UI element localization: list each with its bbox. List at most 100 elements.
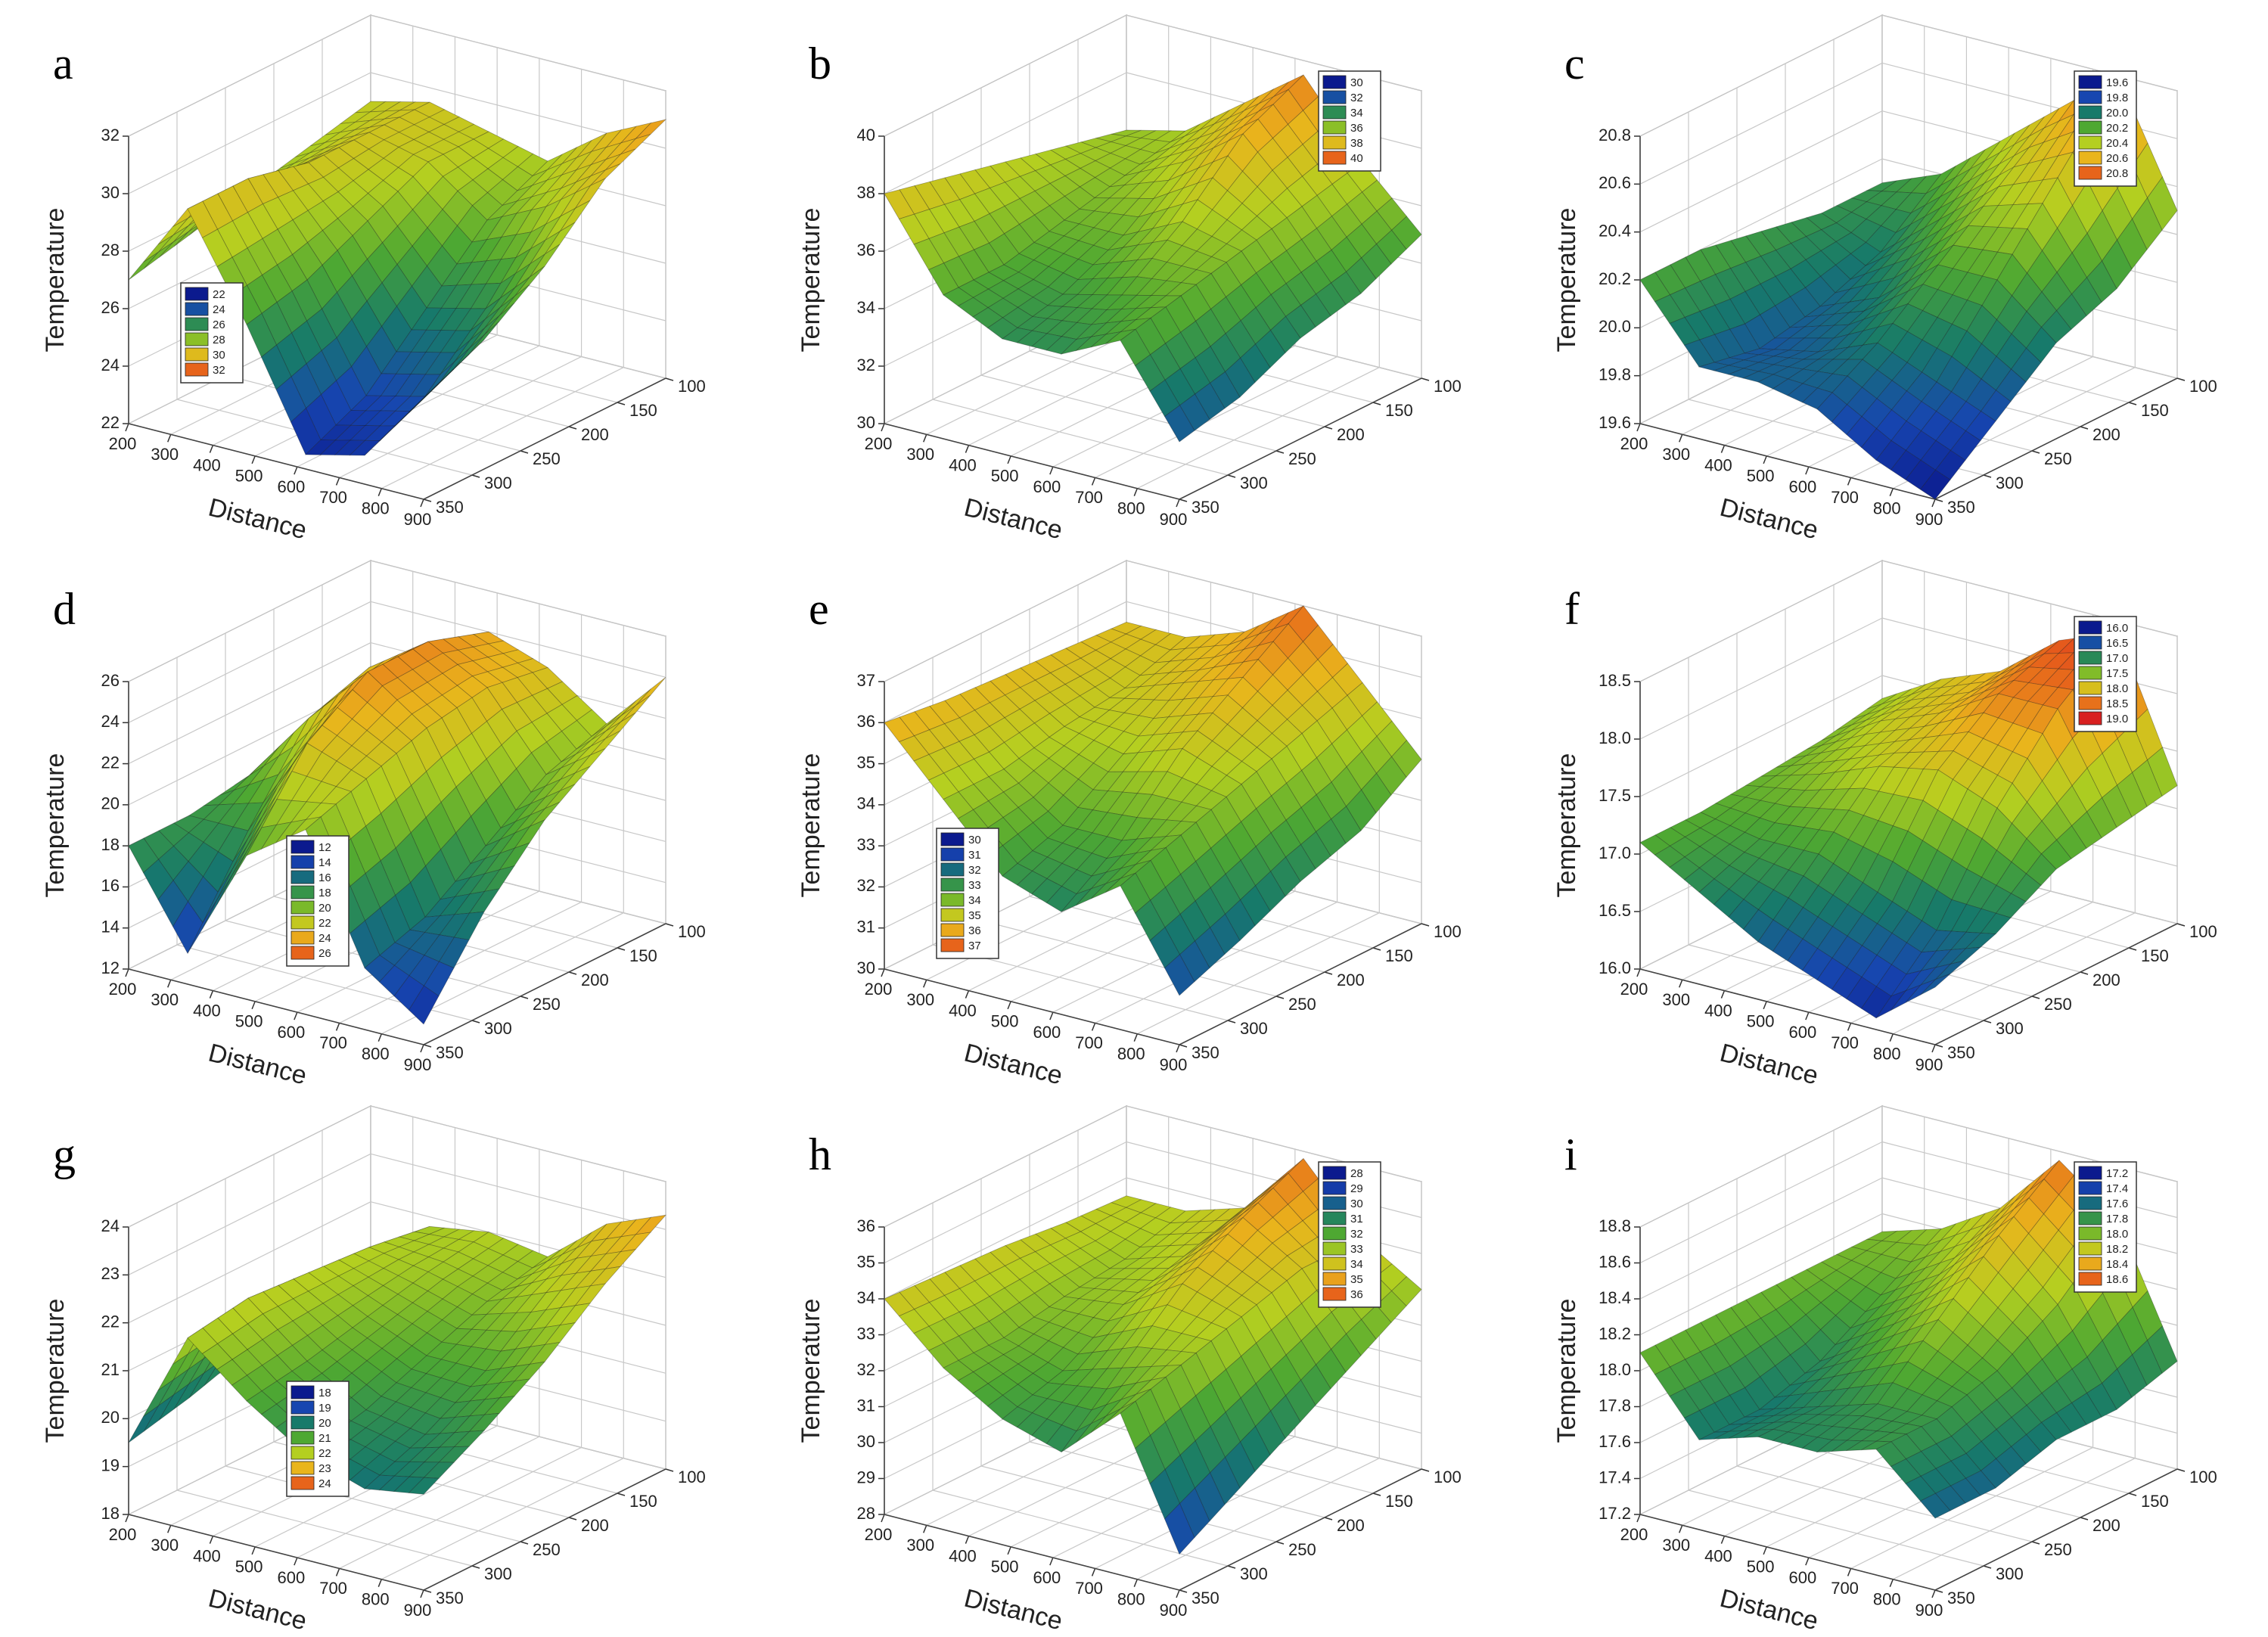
- x-tick-label: 800: [1873, 499, 1901, 518]
- z-grid-line: [370, 1153, 666, 1230]
- z-tick-label: 18: [101, 1504, 120, 1523]
- x-tick: [1763, 455, 1767, 464]
- z-tick-label: 18.8: [1598, 1216, 1631, 1235]
- y-tick: [1372, 947, 1381, 951]
- x-tick-label: 600: [277, 1568, 305, 1587]
- z-grid-line: [1639, 675, 1883, 797]
- x-tick-label: 400: [949, 455, 977, 474]
- axis-line: [884, 1514, 1180, 1591]
- x-grid-line: [1095, 356, 1337, 478]
- x-tick: [1763, 1546, 1767, 1555]
- z-tick-label: 18.4: [1598, 1288, 1631, 1307]
- x-tick: [1091, 477, 1096, 486]
- x-tick-label: 200: [109, 1525, 137, 1544]
- y-tick: [2176, 923, 2186, 927]
- y-tick-label: 350: [1947, 1043, 1975, 1062]
- z-tick-label: 30: [857, 1432, 875, 1451]
- z-grid-line: [1639, 14, 1883, 137]
- legend-swatch: [290, 900, 315, 915]
- legend-label: 36: [1350, 1288, 1363, 1301]
- panel: 19.6 19.8 20.0 20.2 20.4 20.6 20.8 200 300 400 500…: [1552, 14, 2217, 545]
- y-tick-label: 150: [2141, 946, 2169, 965]
- y-tick: [520, 1541, 529, 1545]
- x-grid-line: [297, 1436, 540, 1558]
- axis-line: [128, 968, 424, 1045]
- legend-label: 35: [968, 909, 981, 922]
- y-tick: [520, 996, 529, 999]
- legend-swatch: [2078, 105, 2102, 120]
- z-grid-line: [1639, 110, 1883, 233]
- x-tick-label: 500: [235, 1012, 263, 1031]
- x-tick-label: 800: [362, 1045, 390, 1064]
- surface-patch: [409, 384, 440, 414]
- y-tick-label: 250: [2044, 449, 2072, 468]
- legend-label: 19.6: [2106, 76, 2128, 89]
- y-grid-line: [932, 1489, 1229, 1567]
- z-grid-line: [884, 1105, 1127, 1228]
- y-tick: [568, 1517, 577, 1521]
- z-grid-line: [1639, 1213, 1883, 1336]
- x-tick: [377, 488, 382, 496]
- legend-swatch: [1322, 1181, 1347, 1195]
- legend-swatch: [290, 1415, 315, 1430]
- y-tick: [423, 1044, 432, 1048]
- x-axis-title: Distance: [1717, 1584, 1822, 1636]
- y-grid-line: [980, 920, 1277, 997]
- y-tick-label: 300: [484, 474, 512, 492]
- x-tick: [377, 1579, 382, 1587]
- y-tick: [1324, 426, 1333, 430]
- x-tick-label: 800: [1873, 1045, 1901, 1064]
- legend-swatch: [2078, 1166, 2102, 1180]
- legend-label: 34: [1350, 107, 1363, 120]
- y-tick-label: 200: [581, 971, 609, 989]
- z-grid-line: [370, 1105, 666, 1182]
- y-tick-label: 350: [436, 1043, 464, 1062]
- z-tick-label: 18: [101, 835, 120, 854]
- z-tick-label: 30: [101, 183, 120, 202]
- z-grid-line: [1126, 560, 1422, 637]
- axis-line: [1179, 923, 1422, 1045]
- y-tick: [471, 474, 480, 478]
- x-tick: [420, 1589, 424, 1598]
- z-tick-label: 16.5: [1598, 901, 1631, 920]
- legend-label: 36: [968, 924, 981, 937]
- surface-patch: [1919, 469, 1951, 500]
- x-tick-label: 200: [865, 434, 893, 453]
- legend-label: 31: [1350, 1213, 1363, 1225]
- y-tick: [2031, 1541, 2040, 1545]
- x-tick-label: 400: [1704, 455, 1732, 474]
- x-tick-label: 600: [1033, 1568, 1061, 1587]
- x-tick-label: 400: [193, 1546, 221, 1565]
- z-tick-label: 35: [857, 1252, 875, 1271]
- x-tick: [335, 477, 340, 486]
- x-tick-label: 700: [319, 488, 347, 507]
- y-tick-label: 200: [2092, 1516, 2120, 1535]
- z-tick-label: 17.4: [1598, 1468, 1631, 1486]
- x-axis-title: Distance: [206, 1039, 310, 1091]
- legend-label: 20.6: [2106, 152, 2128, 165]
- legend-swatch: [2078, 666, 2102, 680]
- legend-label: 16.5: [2106, 637, 2128, 650]
- x-tick: [1889, 1033, 1894, 1042]
- legend-swatch: [290, 930, 315, 945]
- x-grid-line: [381, 1458, 624, 1580]
- legend-swatch: [290, 1476, 315, 1490]
- legend-swatch: [185, 302, 209, 316]
- legend-label: 30: [968, 834, 981, 846]
- y-tick: [1421, 1468, 1430, 1472]
- x-tick-label: 800: [1117, 499, 1145, 518]
- surface-patch: [1164, 1502, 1195, 1555]
- z-grid-line: [884, 72, 1127, 194]
- y-tick: [1934, 1044, 1943, 1048]
- x-tick: [1805, 1011, 1810, 1020]
- z-grid-line: [128, 72, 371, 194]
- z-grid-line: [370, 601, 666, 678]
- legend-label: 18.0: [2106, 682, 2128, 695]
- y-tick: [1983, 474, 1992, 478]
- legend-label: 26: [213, 318, 225, 331]
- x-axis-title: Distance: [962, 1039, 1066, 1091]
- z-grid-line: [1639, 1105, 1883, 1228]
- x-tick: [1847, 1023, 1852, 1031]
- y-tick-label: 100: [678, 1468, 706, 1486]
- y-tick-label: 250: [2044, 1540, 2072, 1559]
